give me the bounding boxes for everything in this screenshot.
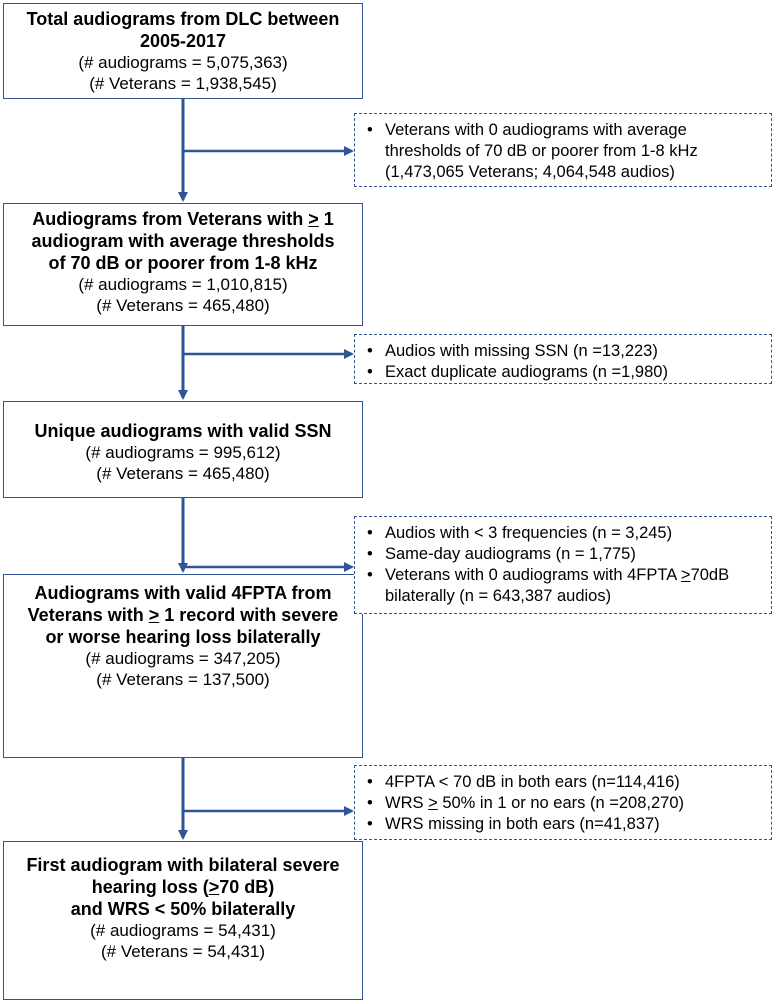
box-stat-audiograms: (# audiograms = 54,431) bbox=[90, 921, 276, 940]
exclusion-box-1: Veterans with 0 audiograms with average … bbox=[354, 113, 772, 187]
box-stat-veterans: (# Veterans = 465,480) bbox=[96, 464, 270, 483]
exclusion-item: Veterans with 0 audiograms with average … bbox=[363, 120, 763, 183]
box-title: First audiogram with bilateral severe hea… bbox=[26, 855, 340, 919]
exclusion-item: Same-day audiograms (n = 1,775) bbox=[363, 544, 763, 565]
exclusion-item: Audios with missing SSN (n =13,223) bbox=[363, 341, 763, 362]
box-stat-audiograms: (# audiograms = 1,010,815) bbox=[78, 275, 288, 294]
box-stat-audiograms: (# audiograms = 995,612) bbox=[85, 443, 281, 462]
exclusion-item: 4FPTA < 70 dB in both ears (n=114,416) bbox=[363, 772, 763, 793]
box-stat-audiograms: (# audiograms = 5,075,363) bbox=[78, 53, 288, 72]
flow-box-4fpta: Audiograms with valid 4FPTA from Veterans… bbox=[3, 574, 363, 758]
flow-box-final: First audiogram with bilateral severe hea… bbox=[3, 841, 363, 1000]
exclusion-item: Exact duplicate audiograms (n =1,980) bbox=[363, 362, 763, 383]
flow-box-unique: Unique audiograms with valid SSN (# audi… bbox=[3, 401, 363, 498]
exclusion-box-2: Audios with missing SSN (n =13,223)Exact… bbox=[354, 334, 772, 384]
exclusion-list: Audios with < 3 frequencies (n = 3,245)S… bbox=[363, 523, 763, 607]
exclusion-list: Veterans with 0 audiograms with average … bbox=[363, 120, 763, 183]
exclusion-list: 4FPTA < 70 dB in both ears (n=114,416)WR… bbox=[363, 772, 763, 835]
box-title: Audiograms with valid 4FPTA from Veterans… bbox=[27, 583, 339, 647]
box-stat-veterans: (# Veterans = 1,938,545) bbox=[89, 74, 277, 93]
exclusion-item: Veterans with 0 audiograms with 4FPTA >7… bbox=[363, 565, 763, 607]
exclusion-list: Audios with missing SSN (n =13,223)Exact… bbox=[363, 341, 763, 383]
exclusion-item: WRS missing in both ears (n=41,837) bbox=[363, 814, 763, 835]
exclusion-item: WRS > 50% in 1 or no ears (n =208,270) bbox=[363, 793, 763, 814]
flow-box-total: Total audiograms from DLC between 2005-20… bbox=[3, 3, 363, 99]
box-stat-audiograms: (# audiograms = 347,205) bbox=[85, 649, 281, 668]
box-stat-veterans: (# Veterans = 137,500) bbox=[96, 670, 270, 689]
box-title: Audiograms from Veterans with > 1 audiogr… bbox=[31, 209, 335, 273]
exclusion-item: Audios with < 3 frequencies (n = 3,245) bbox=[363, 523, 763, 544]
box-title: Unique audiograms with valid SSN bbox=[34, 421, 332, 441]
flow-box-threshold: Audiograms from Veterans with > 1 audiogr… bbox=[3, 203, 363, 326]
box-stat-veterans: (# Veterans = 465,480) bbox=[96, 296, 270, 315]
box-stat-veterans: (# Veterans = 54,431) bbox=[101, 942, 265, 961]
exclusion-box-4: 4FPTA < 70 dB in both ears (n=114,416)WR… bbox=[354, 765, 772, 840]
box-title: Total audiograms from DLC between 2005-20… bbox=[26, 9, 340, 51]
exclusion-box-3: Audios with < 3 frequencies (n = 3,245)S… bbox=[354, 516, 772, 614]
